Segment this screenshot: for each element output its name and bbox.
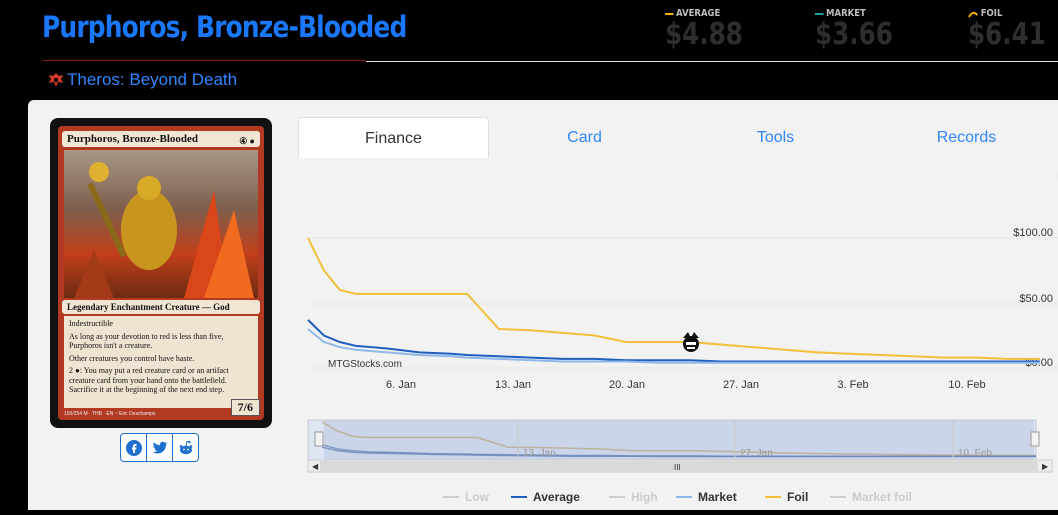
navigator-tick-label: 13. Jan xyxy=(523,448,556,459)
navigator[interactable]: 13. Jan 27. Jan 10. Feb xyxy=(307,419,1040,461)
legend-item-high[interactable]: High xyxy=(609,490,658,504)
card-rule: Indestructible xyxy=(69,319,113,328)
legend-item-low[interactable]: Low xyxy=(443,490,490,504)
series-line-market xyxy=(307,328,1040,364)
x-tick-label: 20. Jan xyxy=(609,379,645,391)
stat-market-value: $3.66 xyxy=(815,17,893,52)
set-link[interactable]: Theros: Beyond Death xyxy=(48,70,237,90)
scrollbar-thumb[interactable] xyxy=(320,461,1038,471)
x-tick-label: 13. Jan xyxy=(495,379,531,391)
card-type-line: Legendary Enchantment Creature — God xyxy=(62,300,260,314)
tab-records[interactable]: Records xyxy=(936,129,997,146)
x-tick-label: 27. Jan xyxy=(723,379,759,391)
tab-card[interactable]: Card xyxy=(567,129,602,146)
set-name: Theros: Beyond Death xyxy=(67,70,238,89)
tab-tools[interactable]: Tools xyxy=(756,129,795,146)
reddit-icon xyxy=(179,440,192,454)
price-chart: MTGStocks.com $100.00 $50.00 $0.00 6. Jan 1… xyxy=(298,158,1058,510)
navigator-left-handle[interactable] xyxy=(314,431,324,447)
card-name: Purphoros, Bronze-Blooded ④ ● xyxy=(62,131,260,147)
legend-item-average[interactable]: Average xyxy=(511,490,580,504)
card-name-text: Purphoros, Bronze-Blooded xyxy=(67,133,198,145)
navigator-line-market xyxy=(321,446,1036,458)
title-underline xyxy=(42,60,366,61)
stat-foil: FOIL $6.41 xyxy=(968,8,1058,51)
legend-label: Low xyxy=(465,490,490,504)
scrollbar-grip-icon: III xyxy=(674,463,681,472)
navigator-right-handle[interactable] xyxy=(1030,431,1040,447)
header-divider xyxy=(366,61,1058,62)
card-footer: 150/254 M · THB · EN ~ Eric Deschamps xyxy=(64,411,156,417)
navigator-tick-label: 10. Feb xyxy=(958,448,992,459)
facebook-icon xyxy=(125,439,142,456)
navigator-scrollbar[interactable]: ◀ ▶ III xyxy=(307,459,1053,473)
reddit-share-button[interactable] xyxy=(172,433,199,462)
card-rule: 2 ●: You may put a red creature card or … xyxy=(69,366,229,394)
card-rule: Other creatures you control have haste. xyxy=(69,353,195,363)
tab-finance[interactable]: Finance xyxy=(298,117,489,158)
stat-foil-label: FOIL xyxy=(980,8,1003,19)
x-tick-label: 6. Jan xyxy=(386,379,416,391)
tab-bar: Finance Card Tools Records xyxy=(298,117,1058,158)
stat-average-label: AVERAGE xyxy=(676,8,721,19)
legend-label: Foil xyxy=(787,490,808,504)
legend-label: Market xyxy=(698,490,737,504)
series-line-foil xyxy=(307,237,1040,360)
x-tick-label: 3. Feb xyxy=(837,379,868,391)
market-line-icon xyxy=(815,12,824,15)
stat-market: MARKET $3.66 xyxy=(815,8,910,51)
chart-watermark: MTGStocks.com xyxy=(328,359,402,370)
series-line-average xyxy=(307,319,1040,363)
y-tick-label: $50.00 xyxy=(1019,293,1053,305)
legend-label: Average xyxy=(533,490,580,504)
card-art xyxy=(64,150,258,298)
stat-average: AVERAGE $4.88 xyxy=(665,8,760,51)
chart-grid xyxy=(308,175,1058,369)
mana-cost-icon: ④ ● xyxy=(239,136,255,146)
stat-market-label: MARKET xyxy=(826,8,866,19)
navigator-tick-label: 27. Jan xyxy=(740,448,773,459)
twitter-share-button[interactable] xyxy=(146,433,173,462)
card-image[interactable]: Purphoros, Bronze-Blooded ④ ● Legendary … xyxy=(50,118,272,428)
y-tick-label: $100.00 xyxy=(1013,227,1053,239)
stat-foil-value: $6.41 xyxy=(968,17,1046,52)
card-rule: As long as your devotion to red is less … xyxy=(69,331,224,351)
legend-item-market-foil[interactable]: Market foil xyxy=(830,490,912,504)
x-tick-label: 10. Feb xyxy=(948,379,985,391)
page-title: Purphoros, Bronze-Blooded xyxy=(42,10,407,44)
twitter-icon xyxy=(152,441,167,453)
facebook-share-button[interactable] xyxy=(120,433,147,462)
average-line-icon xyxy=(665,12,674,15)
legend-label: Market foil xyxy=(852,490,912,504)
card-frame: Purphoros, Bronze-Blooded ④ ● Legendary … xyxy=(58,126,264,420)
navigator-line-foil xyxy=(321,421,1036,457)
scroll-left-icon[interactable]: ◀ xyxy=(312,462,319,471)
share-buttons xyxy=(120,433,199,462)
legend-item-foil[interactable]: Foil xyxy=(765,490,808,504)
card-rules-text: Indestructible As long as your devotion … xyxy=(64,316,258,408)
set-symbol-icon xyxy=(49,73,63,87)
card-art-illustration xyxy=(74,162,254,298)
price-chart-svg: MTGStocks.com $100.00$50.00$0.00 6. Jan 1… xyxy=(307,175,1058,504)
chart-marker-icon xyxy=(683,332,699,352)
foil-arc-icon xyxy=(968,11,978,18)
header: Purphoros, Bronze-Blooded Theros: Beyond… xyxy=(0,0,1058,100)
legend-label: High xyxy=(631,490,658,504)
card-power-toughness: 7/6 xyxy=(230,399,260,416)
stat-average-value: $4.88 xyxy=(665,17,743,52)
legend-item-market[interactable]: Market xyxy=(676,490,737,504)
scroll-right-icon[interactable]: ▶ xyxy=(1042,462,1049,471)
